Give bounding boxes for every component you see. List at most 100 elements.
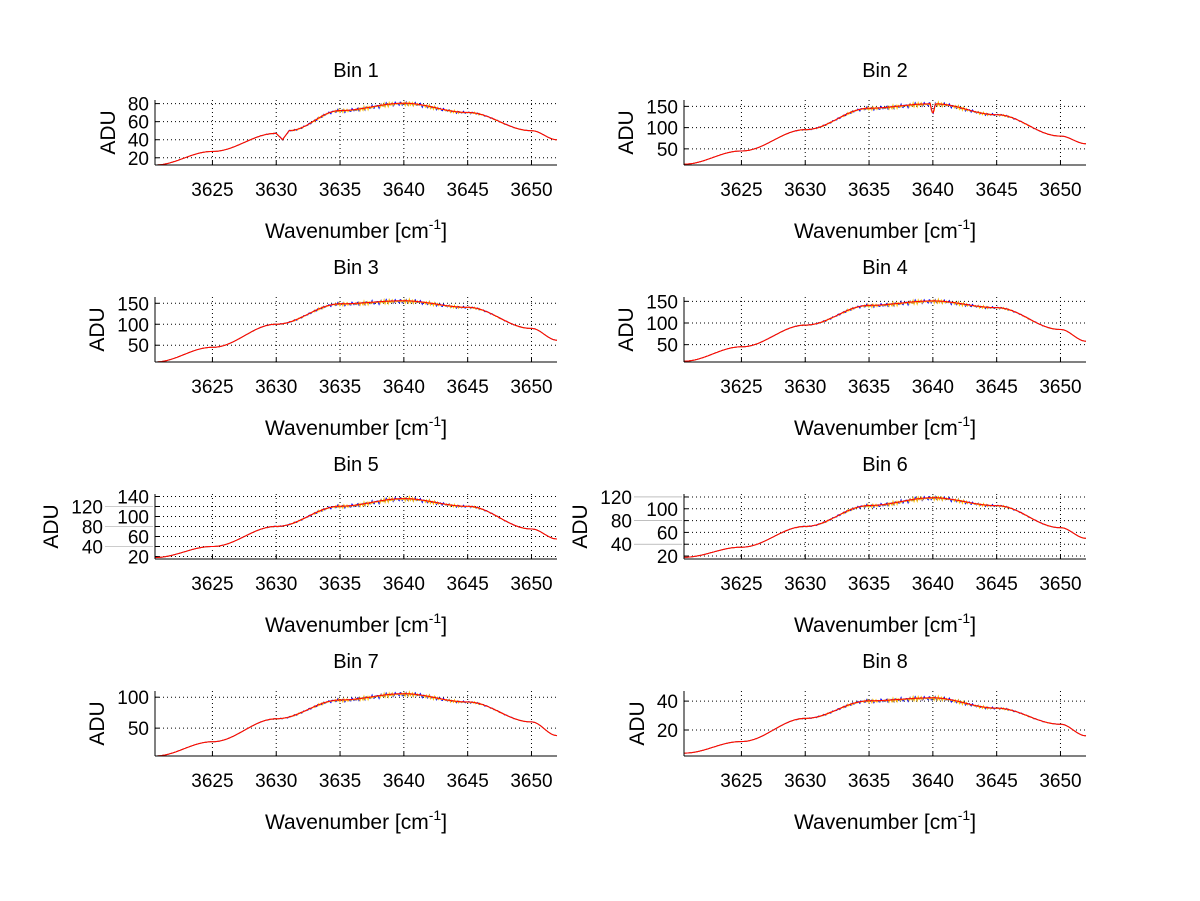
- x-tick-label: 3640: [383, 377, 425, 398]
- x-tick-label: 3625: [191, 377, 233, 398]
- y-axis-label: ADU: [615, 307, 638, 351]
- x-axis-label-end: ]: [441, 220, 447, 243]
- x-tick-label: 3625: [191, 180, 233, 201]
- y-tick-label: 20: [657, 721, 678, 742]
- x-tick-label: 3635: [319, 771, 361, 792]
- y-tick-label: 80: [611, 512, 632, 533]
- plot-area: [684, 100, 1086, 165]
- x-axis-label-superscript: -1: [429, 413, 442, 429]
- x-tick-label: 3625: [191, 574, 233, 595]
- x-tick-label: 3640: [912, 574, 954, 595]
- series-line: [155, 300, 558, 363]
- overlay-series-line: [155, 297, 557, 363]
- x-tick-label: 3645: [976, 574, 1018, 595]
- x-axis-label-end: ]: [970, 614, 976, 637]
- overlay-series-line: [684, 495, 1087, 558]
- x-tick-label: 3650: [510, 180, 552, 201]
- plot-area: [155, 297, 557, 362]
- x-axis-label-superscript: -1: [958, 610, 971, 626]
- y-tick-label: 140: [117, 488, 149, 509]
- x-axis-label-end: ]: [441, 811, 447, 834]
- x-axis-label-superscript: -1: [958, 807, 971, 823]
- subplot-title: Bin 4: [862, 257, 908, 279]
- x-tick-label: 3630: [255, 180, 297, 201]
- subplot-7: 3625 3630 3635 3640 3645 3650 50 100 Bin 7 Wavenu…: [86, 651, 558, 834]
- overlay-series-line: [684, 297, 1086, 362]
- x-tick-label: 3630: [784, 574, 826, 595]
- x-axis-label: Wavenumber [cm-1]: [794, 216, 976, 243]
- x-tick-label: 3650: [1039, 377, 1081, 398]
- x-tick-label: 3640: [383, 574, 425, 595]
- y-tick-label: 50: [128, 719, 149, 740]
- y-tick-label: 150: [646, 292, 678, 313]
- x-tick-label: 3625: [720, 771, 762, 792]
- subplot-title: Bin 2: [862, 60, 908, 82]
- y-tick-label: 120: [71, 498, 103, 519]
- y-tick-label: 100: [117, 315, 149, 336]
- x-axis-label-text: Wavenumber [cm: [265, 220, 429, 243]
- y-tick-label: 80: [128, 95, 149, 116]
- y-tick-label: 100: [117, 688, 149, 709]
- x-axis-label-superscript: -1: [429, 610, 442, 626]
- x-tick-label: 3645: [976, 180, 1018, 201]
- y-tick-label: 60: [128, 113, 149, 134]
- overlay-series-line: [684, 694, 1087, 754]
- subplot-title: Bin 7: [333, 651, 379, 673]
- y-axis-label: ADU: [97, 110, 120, 154]
- x-axis-label-end: ]: [970, 811, 976, 834]
- y-tick-label: 150: [117, 294, 149, 315]
- y-tick-label: 80: [82, 518, 103, 539]
- subplot-title: Bin 6: [862, 454, 908, 476]
- x-tick-label: 3635: [319, 574, 361, 595]
- x-tick-label: 3625: [720, 377, 762, 398]
- x-axis-label-end: ]: [970, 220, 976, 243]
- series-line: [684, 497, 1086, 558]
- x-tick-label: 3630: [784, 377, 826, 398]
- series-line: [155, 693, 558, 757]
- x-axis-label: Wavenumber [cm-1]: [265, 610, 447, 637]
- y-axis-label: ADU: [40, 504, 63, 548]
- overlay-series-line: [155, 691, 558, 757]
- y-tick-label: 100: [646, 119, 678, 140]
- x-tick-label: 3640: [912, 771, 954, 792]
- x-axis-label-superscript: -1: [958, 216, 971, 232]
- x-axis-label-text: Wavenumber [cm: [265, 811, 429, 834]
- y-tick-label: 50: [657, 336, 678, 357]
- x-tick-label: 3635: [319, 180, 361, 201]
- x-axis-label: Wavenumber [cm-1]: [265, 807, 447, 834]
- x-axis-label: Wavenumber [cm-1]: [794, 413, 976, 440]
- x-axis-label: Wavenumber [cm-1]: [265, 216, 447, 243]
- series-line: [155, 498, 558, 558]
- y-tick-label: 20: [657, 547, 678, 568]
- overlay-series-line: [684, 101, 1087, 165]
- x-tick-label: 3635: [848, 180, 890, 201]
- x-tick-label: 3635: [848, 574, 890, 595]
- x-tick-label: 3645: [447, 771, 489, 792]
- x-tick-label: 3645: [976, 377, 1018, 398]
- overlay-series-line: [684, 100, 1086, 165]
- series-line: [684, 697, 1087, 754]
- x-tick-label: 3650: [510, 574, 552, 595]
- y-tick-label: 60: [128, 528, 149, 549]
- x-tick-label: 3640: [912, 180, 954, 201]
- x-axis-label: Wavenumber [cm-1]: [794, 610, 976, 637]
- overlay-series-line: [684, 298, 1086, 362]
- y-axis-label: ADU: [569, 504, 592, 548]
- x-axis-label-text: Wavenumber [cm: [265, 417, 429, 440]
- series-line: [684, 300, 1087, 362]
- x-tick-label: 3635: [848, 377, 890, 398]
- y-tick-label: 100: [117, 508, 149, 529]
- overlay-series-line: [155, 298, 557, 363]
- x-tick-label: 3650: [1039, 574, 1081, 595]
- y-tick-label: 40: [657, 692, 678, 713]
- x-tick-label: 3625: [720, 574, 762, 595]
- x-axis-label-end: ]: [441, 417, 447, 440]
- y-tick-label: 150: [646, 97, 678, 118]
- subplot-title: Bin 5: [333, 454, 379, 476]
- x-tick-label: 3645: [976, 771, 1018, 792]
- overlay-series-line: [684, 695, 1087, 754]
- y-tick-label: 50: [128, 336, 149, 357]
